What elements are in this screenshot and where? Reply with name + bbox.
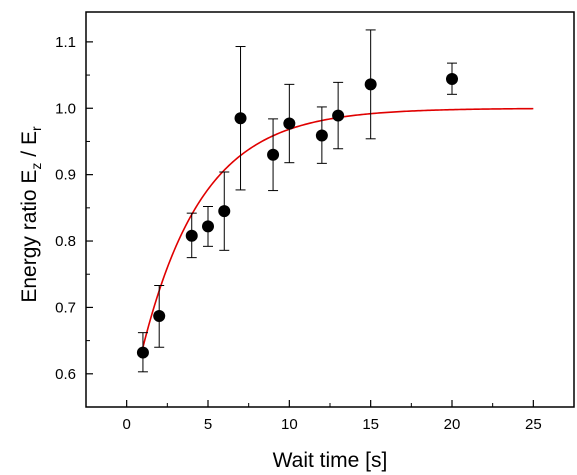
data-point: [218, 205, 231, 218]
data-point: [267, 148, 280, 161]
data-point: [315, 129, 328, 142]
data-point: [136, 346, 149, 359]
data-point: [234, 112, 247, 125]
y-tick-label: 0.7: [55, 299, 76, 316]
ticks-layer: 0 5 10 15 20 25 0.6 0.7 0.8 0.9 1.0 1.1: [55, 34, 575, 433]
data-point: [283, 117, 296, 130]
data-point: [185, 229, 198, 242]
data-point: [364, 78, 377, 91]
y-tick-label: 0.9: [55, 167, 76, 184]
x-tick-label: 0: [122, 416, 130, 433]
y-tick-label: 1.0: [55, 100, 76, 117]
plot-frame: [85, 11, 575, 408]
data-point: [446, 73, 458, 86]
x-tick-label: 10: [281, 416, 298, 433]
data-point: [332, 109, 345, 122]
y-axis-title-main: Energy ratio E: [18, 170, 41, 303]
y-tick-label: 0.8: [55, 233, 76, 250]
y-tick-label: 0.6: [55, 366, 76, 383]
x-axis-title: Wait time [s]: [273, 449, 388, 472]
x-tick-label: 5: [204, 416, 212, 433]
y-axis-title-sub2: r: [28, 126, 44, 131]
points-layer: [136, 29, 458, 373]
y-axis-title: Energy ratio Ez / Er: [18, 126, 44, 303]
x-tick-label: 20: [444, 416, 461, 433]
y-tick-label: 1.1: [55, 34, 76, 51]
y-axis-title-sub1: z: [28, 163, 44, 170]
y-axis-title-mid: / E: [18, 131, 41, 163]
data-point: [202, 220, 214, 233]
data-point: [153, 310, 166, 323]
x-tick-label: 15: [362, 416, 379, 433]
x-tick-label: 25: [525, 416, 542, 433]
